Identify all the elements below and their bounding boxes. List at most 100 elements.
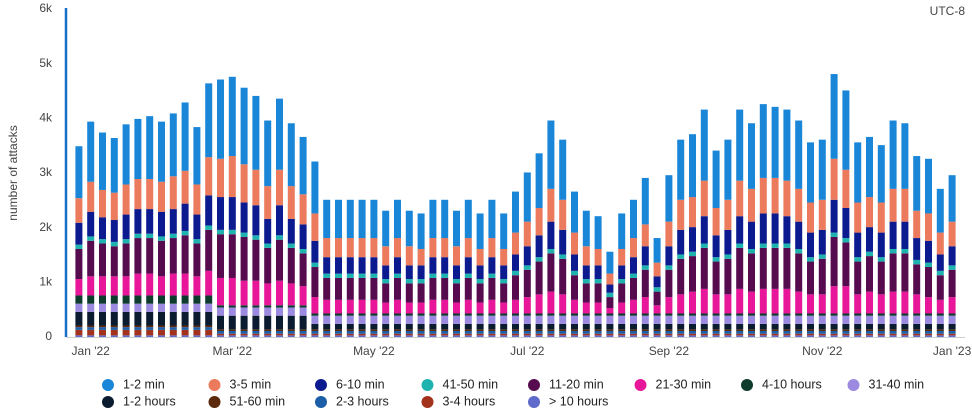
bar-segment: [913, 313, 921, 316]
bar-segment: [736, 333, 744, 336]
bar-segment: [382, 313, 390, 316]
bar-segment: [488, 330, 496, 334]
bar-segment: [75, 335, 83, 337]
bar-segment: [606, 284, 614, 293]
bar-segment: [394, 330, 401, 334]
y-tick-label: 2k: [39, 220, 53, 234]
bar-segment: [700, 180, 708, 217]
bar-segment: [913, 329, 921, 331]
bar-segment: [346, 277, 354, 300]
bar-segment: [582, 323, 590, 330]
bar-segment: [877, 202, 885, 233]
bar-segment: [394, 238, 401, 258]
bar-segment: [110, 327, 118, 330]
bar-segment: [252, 333, 260, 336]
bar-segment: [547, 248, 555, 254]
bar-segment: [948, 313, 956, 316]
bar-segment: [335, 329, 342, 331]
bar-segment: [630, 238, 637, 258]
bar-segment: [936, 275, 944, 300]
bar-segment: [771, 335, 779, 337]
bar-segment: [807, 294, 814, 314]
bar-segment: [500, 335, 508, 337]
bar-segment: [842, 286, 850, 314]
bar-segment: [677, 323, 685, 330]
bar-segment: [169, 311, 177, 326]
bar-segment: [134, 238, 142, 274]
bar-segment: [346, 329, 354, 331]
bar-segment: [311, 267, 319, 298]
bar-segment: [854, 313, 862, 316]
bar-segment: [653, 287, 661, 292]
bar-segment: [158, 325, 165, 328]
bar-segment: [264, 283, 272, 306]
bar-segment: [630, 257, 637, 274]
bar-segment: [405, 279, 413, 284]
bar-segment: [818, 333, 826, 336]
bar-segment: [535, 315, 543, 324]
bar-segment: [453, 335, 460, 337]
bar-segment: [842, 90, 850, 170]
bar-segment: [618, 330, 626, 334]
bar-segment: [948, 246, 956, 266]
bar-segment: [228, 197, 236, 230]
bar-segment: [358, 323, 366, 330]
bar-segment: [122, 295, 130, 304]
bar-segment: [606, 292, 614, 298]
bar-segment: [523, 323, 531, 330]
bar-segment: [358, 315, 366, 324]
bar-segment: [476, 330, 484, 334]
bar-segment: [335, 335, 342, 337]
bar-segment: [712, 335, 720, 337]
bar-segment: [87, 311, 95, 326]
bar-segment: [299, 136, 307, 195]
legend-swatch: [208, 379, 221, 391]
bar-segment: [748, 291, 755, 314]
bar-segment: [630, 313, 637, 316]
bar-segment: [807, 333, 814, 336]
bar-segment: [346, 199, 354, 239]
bar-segment: [158, 121, 165, 182]
bar-segment: [523, 221, 531, 247]
bar-segment: [689, 333, 696, 336]
bar-segment: [748, 253, 755, 292]
bar-segment: [453, 330, 460, 334]
bar-segment: [901, 253, 909, 292]
bar-segment: [169, 209, 177, 234]
bar-segment: [724, 254, 732, 259]
bar-segment: [689, 323, 696, 330]
bar-segment: [146, 209, 154, 234]
bar-segment: [559, 315, 567, 324]
bar-segment: [311, 315, 319, 324]
bar-segment: [606, 308, 614, 314]
bar-segment: [146, 295, 154, 304]
bar-segment: [748, 123, 755, 189]
bar-segment: [523, 313, 531, 316]
bar-segment: [877, 333, 885, 336]
bar-segment: [464, 330, 472, 334]
bar-segment: [500, 279, 508, 284]
bar-segment: [512, 254, 519, 271]
bar-segment: [724, 229, 732, 255]
bar-segment: [641, 329, 649, 331]
bar-segment: [252, 335, 260, 337]
bar-segment: [394, 277, 401, 300]
bar-segment: [889, 313, 897, 316]
legend-label: 21-30 min: [656, 377, 712, 391]
bar-segment: [346, 299, 354, 314]
bar-segment: [913, 210, 921, 239]
bar-segment: [594, 330, 602, 334]
bar-segment: [748, 323, 755, 330]
bar-segment: [500, 313, 508, 316]
bar-segment: [759, 315, 767, 324]
bar-segment: [936, 335, 944, 337]
bar-segment: [771, 106, 779, 178]
bar-segment: [783, 330, 791, 334]
bar-segment: [936, 313, 944, 316]
bar-segment: [287, 243, 295, 248]
bar-segment: [276, 335, 283, 337]
bar-segment: [759, 323, 767, 330]
bar-segment: [205, 295, 213, 304]
bar-segment: [783, 243, 791, 248]
bar-segment: [571, 270, 578, 276]
